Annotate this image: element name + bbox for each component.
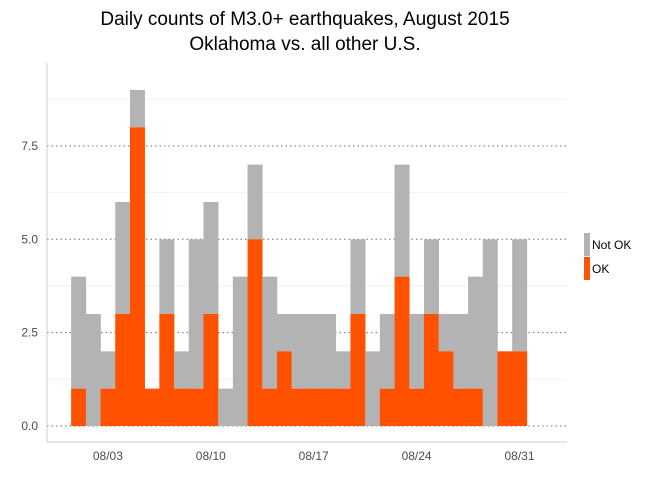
bar-not-ok [276, 313, 292, 352]
bar-ok [291, 388, 307, 426]
legend-label: Not OK [592, 238, 631, 252]
bar-not-ok [218, 388, 234, 426]
bar-ok [335, 388, 351, 426]
bar-not-ok [71, 276, 87, 389]
x-tick-label: 08/24 [402, 449, 432, 463]
bar-not-ok [350, 239, 366, 314]
bar-not-ok [85, 313, 101, 426]
bar-not-ok [188, 239, 204, 389]
x-tick-label: 08/10 [196, 449, 226, 463]
bar-not-ok [203, 201, 219, 314]
y-tick-label: 5.0 [21, 232, 38, 246]
legend-swatch [584, 257, 590, 280]
bar-not-ok [379, 313, 395, 389]
bar-not-ok [247, 164, 263, 240]
chart-title-line-1: Daily counts of M3.0+ earthquakes, Augus… [100, 9, 509, 30]
bar-ok [306, 388, 322, 426]
bars [71, 89, 528, 426]
bar-not-ok [159, 239, 175, 314]
bar-ok [350, 313, 366, 426]
bar-ok [188, 388, 204, 426]
bar-not-ok [468, 276, 484, 389]
y-tick-label: 7.5 [21, 139, 38, 153]
bar-ok [203, 313, 219, 426]
bar-not-ok [100, 351, 116, 389]
bar-ok [497, 351, 513, 426]
x-tick-label: 08/17 [299, 449, 329, 463]
bar-ok [144, 388, 160, 426]
y-tick-label: 2.5 [21, 326, 38, 340]
bar-ok [174, 388, 190, 426]
legend: Not OK OK [584, 233, 631, 280]
bar-not-ok [115, 201, 131, 314]
bar-not-ok [129, 89, 145, 128]
bar-not-ok [306, 313, 322, 389]
bar-not-ok [438, 313, 454, 352]
bar-not-ok [291, 313, 307, 389]
bar-ok [379, 388, 395, 426]
bar-not-ok [482, 239, 498, 426]
legend-label: OK [592, 262, 609, 276]
bar-ok [115, 313, 131, 426]
bar-ok [276, 351, 292, 426]
bar-ok [321, 388, 337, 426]
bar-ok [453, 388, 469, 426]
bar-ok [100, 388, 116, 426]
bar-not-ok [321, 313, 337, 389]
bar-not-ok [394, 164, 410, 277]
bar-not-ok [423, 239, 439, 314]
bar-not-ok [335, 351, 351, 389]
bar-ok [438, 351, 454, 426]
x-tick-label: 08/31 [504, 449, 534, 463]
bar-ok [512, 351, 528, 426]
bar-not-ok [232, 276, 248, 426]
bar-ok [71, 388, 87, 426]
bar-ok [129, 127, 145, 426]
axes: 0.0 2.5 5.0 7.5 08/03 08/10 08/17 08/24 08/31 [21, 63, 567, 463]
x-tick-label: 08/03 [93, 449, 123, 463]
chart-title-line-2: Oklahoma vs. all other U.S. [189, 34, 420, 55]
bar-not-ok [174, 351, 190, 389]
bar-ok [394, 276, 410, 426]
bar-not-ok [512, 239, 528, 352]
bar-not-ok [409, 313, 425, 389]
bar-ok [423, 313, 439, 426]
bar-ok [409, 388, 425, 426]
bar-not-ok [453, 313, 469, 389]
bar-not-ok [262, 276, 278, 389]
bar-ok [247, 239, 263, 426]
bar-not-ok [365, 351, 381, 426]
legend-swatch [584, 233, 590, 256]
bar-ok [468, 388, 484, 426]
bar-ok [262, 388, 278, 426]
y-tick-label: 0.0 [21, 419, 38, 433]
bar-ok [159, 313, 175, 426]
